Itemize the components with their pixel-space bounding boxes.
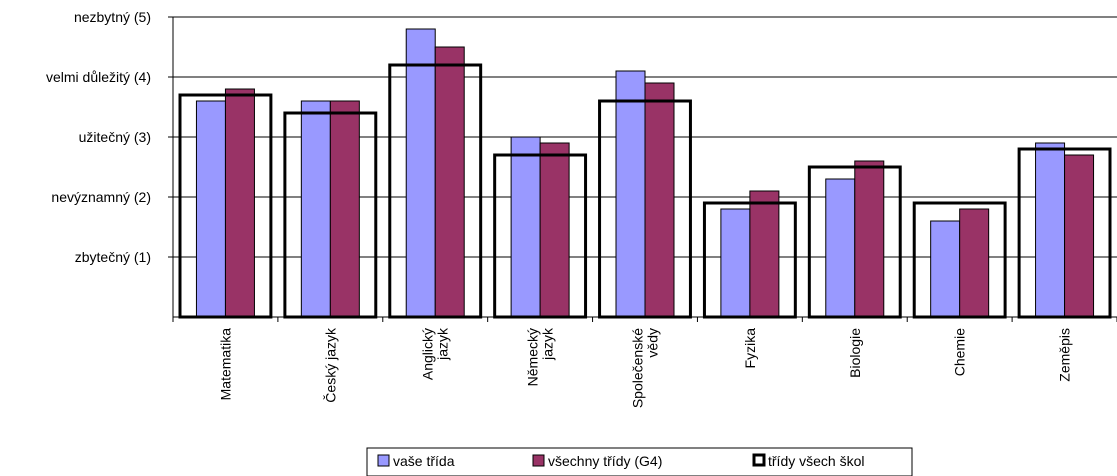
y-axis: zbytečný (1) nevýznamný (2) užitečný (3) ve… [46,9,174,317]
bar-vase-trida [405,28,436,318]
y-tick-label: zbytečný (1) [75,249,151,265]
bar-vsechny-tridy [644,82,675,318]
y-tick-label: užitečný (3) [79,129,151,145]
x-tick-label-line: Fyzika [742,328,758,369]
bars [178,28,1112,319]
x-tick-label: Zeměpis [1057,328,1073,382]
x-tick-label: Společenské vědy [630,328,661,408]
legend-label-tridy-vsech-skol: třídy všech škol [768,453,864,469]
x-tick-label-line: Biologie [847,328,863,378]
x-tick-label-line: vědy [645,328,661,358]
bar-vase-trida [825,178,856,318]
legend-label-vsechny-tridy: všechny třídy (G4) [548,453,662,469]
legend-swatch-tridy-vsech-skol [752,453,766,467]
legend-swatch-vase-trida [377,454,390,467]
x-tick-label: Anglický jazyk [420,327,451,380]
legend: vaše třída všechny třídy (G4) třídy všec… [366,447,913,476]
bar-vsechny-tridy [854,160,885,318]
x-tick-label: Český jazyk [322,327,338,403]
x-tick-label: Matematika [217,328,233,401]
y-tick-label: nevýznamný (2) [51,189,151,205]
bar-vase-trida [720,208,751,318]
x-tick-label-line: Německý [525,328,541,386]
bar-vase-trida [300,100,331,318]
bar-vsechny-tridy [329,100,360,318]
bar-vsechny-tridy [959,208,990,318]
x-tick-label-line: Matematika [217,328,233,401]
bar-vsechny-tridy [434,46,465,318]
legend-box [366,447,913,476]
legend-label-vase-trida: vaše třída [393,453,455,469]
bar-vase-trida [615,70,646,318]
x-tick-label-line: Společenské [630,328,646,408]
x-axis: Matematika Český jazyk Anglický jazyk Německ… [172,316,1117,408]
x-tick-label-line: jazyk [435,327,451,361]
bar-vsechny-tridy [749,190,780,318]
bar-vsechny-tridy [1064,154,1095,318]
x-tick-label: Německý jazyk [525,327,556,386]
bar-vase-trida [1035,142,1066,318]
x-tick-label-line: Chemie [952,328,968,376]
bar-vsechny-tridy [539,142,570,318]
x-tick-label-line: jazyk [540,327,556,361]
x-tick-label: Biologie [847,328,863,378]
x-tick-label-line: Český jazyk [322,327,338,403]
bar-vase-trida [510,136,541,318]
y-tick-label: nezbytný (5) [74,9,151,25]
legend-swatch-vsechny-tridy [532,454,545,467]
y-tick-label: velmi důležitý (4) [46,69,151,85]
x-tick-label: Chemie [952,328,968,376]
bar-vase-trida [195,100,226,318]
x-tick-label-line: Zeměpis [1057,328,1073,382]
bar-vase-trida [930,220,961,318]
x-tick-label: Fyzika [742,328,758,369]
bar-vsechny-tridy [224,88,255,318]
x-tick-label-line: Anglický [420,328,436,380]
